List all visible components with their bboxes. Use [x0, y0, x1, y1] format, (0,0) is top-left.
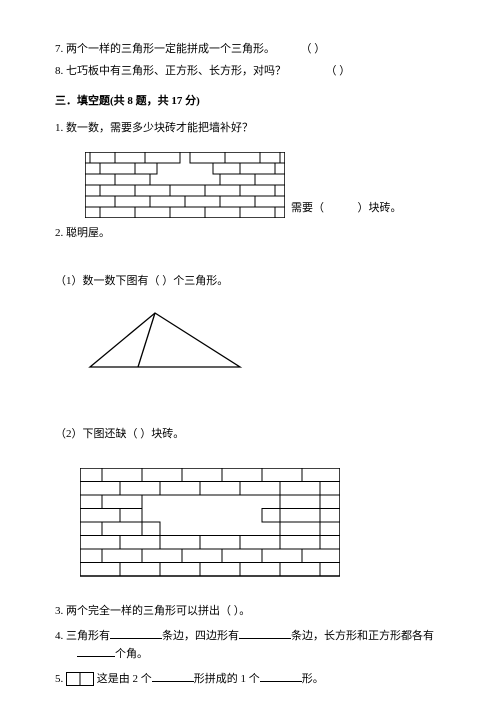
- s3-q2-sub2: （2）下图还缺（ ）块砖。: [55, 425, 445, 444]
- triangle-figure: [80, 305, 445, 373]
- two-squares-icon: [66, 672, 94, 686]
- s3-q4: 4. 三角形有 条边，四边形有 条边，长方形和正方形都各有 个角。: [55, 627, 445, 664]
- s3-q2-text: 2. 聪明屋。: [55, 224, 445, 243]
- s3-q2-sub1: （1）数一数下图有（ ）个三角形。: [55, 272, 445, 291]
- q4-blank3: [77, 646, 115, 657]
- question-7: 7. 两个一样的三角形一定能拼成一个三角形。 （ ）: [55, 40, 445, 59]
- q7-text: 7. 两个一样的三角形一定能拼成一个三角形。: [55, 43, 275, 55]
- wall-figure-2: [80, 468, 445, 578]
- s3-q5: 5. 这是由 2 个 形拼成的 1 个 形。: [55, 670, 445, 689]
- caption-suffix: ）块砖。: [358, 202, 402, 214]
- q4-part3: 条边，长方形和正方形都各有: [291, 630, 434, 642]
- q5-blank2: [260, 671, 302, 682]
- wall-figure-1: [85, 152, 285, 218]
- q4-indent: [55, 648, 77, 660]
- q5-blank1: [152, 671, 194, 682]
- q4-part1: 4. 三角形有: [55, 630, 110, 642]
- q4-blank2: [239, 628, 291, 639]
- s3-q1-caption: 需要（ ）块砖。: [291, 199, 402, 218]
- q5-suffix: 形。: [302, 673, 324, 685]
- s3-q3-text: 3. 两个完全一样的三角形可以拼出（ ）。: [55, 602, 445, 621]
- question-8: 8. 七巧板中有三角形、正方形、长方形，对吗？ （ ）: [55, 62, 445, 81]
- q4-part2: 条边，四边形有: [162, 630, 239, 642]
- q4-blank1: [110, 628, 162, 639]
- s3-q1-figure-row: 需要（ ）块砖。: [85, 152, 445, 218]
- q8-text: 8. 七巧板中有三角形、正方形、长方形，对吗？: [55, 65, 286, 77]
- section-3-title: 三．填空题(共 8 题，共 17 分): [55, 92, 445, 111]
- q5-mid: 这是由 2 个: [97, 673, 152, 685]
- s3-q1-text: 1. 数一数，需要多少块砖才能把墙补好？: [55, 119, 445, 138]
- q8-paren: （ ）: [326, 65, 351, 77]
- page-container: 7. 两个一样的三角形一定能拼成一个三角形。 （ ） 8. 七巧板中有三角形、正…: [0, 0, 500, 725]
- q4-part5: 个角。: [115, 648, 148, 660]
- q7-paren: （ ）: [301, 43, 326, 55]
- caption-prefix: 需要（: [291, 202, 324, 214]
- q5-mid2: 形拼成的 1 个: [194, 673, 260, 685]
- q5-prefix: 5.: [55, 673, 66, 685]
